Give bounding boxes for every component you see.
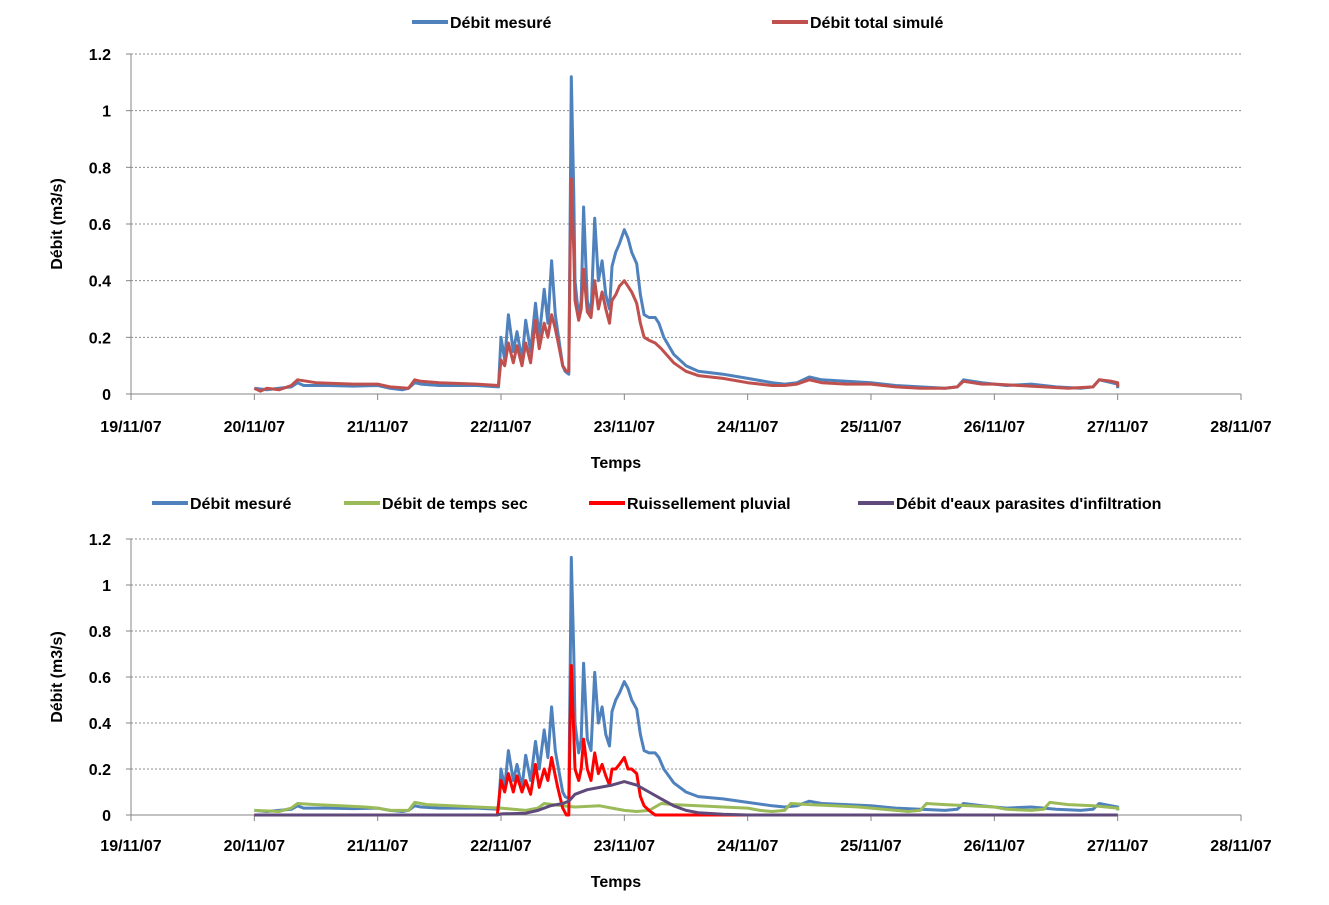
series-line-2: [254, 664, 1118, 817]
legend-label: Ruissellement pluvial: [627, 496, 791, 513]
y-tick-label: 0.4: [89, 274, 111, 291]
y-tick-label: 0.2: [89, 762, 111, 779]
x-tick-label: 28/11/07: [1210, 419, 1272, 436]
chart-bottom: 0 0.2 0.4 0.6 0.8 1 1.2 19/11/07 20/11/07 21/11/0…: [49, 496, 1272, 891]
y-axis-title: Débit (m3/s): [49, 631, 66, 723]
y-axis-title: Débit (m3/s): [49, 178, 66, 270]
y-tick-label: 1: [102, 578, 111, 595]
y-tick-label: 0.6: [89, 217, 111, 234]
y-tick-label: 0.8: [89, 624, 111, 641]
x-tick-label: 22/11/07: [470, 419, 532, 436]
legend-label: Débit d'eaux parasites d'infiltration: [896, 496, 1161, 513]
x-tick-label: 26/11/07: [964, 838, 1026, 855]
y-tick-label: 1.2: [89, 47, 111, 64]
series-line-0: [254, 75, 1120, 392]
x-tick-label: 22/11/07: [470, 838, 532, 855]
x-tick-label: 23/11/07: [594, 419, 656, 436]
y-tick-label: 0.6: [89, 670, 111, 687]
x-axis-title: Temps: [591, 874, 641, 891]
x-tick-label: 25/11/07: [840, 419, 902, 436]
x-tick-label: 27/11/07: [1087, 419, 1149, 436]
x-tick-label: 24/11/07: [717, 419, 779, 436]
y-tick-label: 0: [102, 387, 111, 404]
x-tick-label: 26/11/07: [964, 419, 1026, 436]
series-line-3: [254, 780, 1118, 817]
x-tick-label: 23/11/07: [594, 838, 656, 855]
x-tick-label: 21/11/07: [347, 838, 409, 855]
x-tick-label: 19/11/07: [100, 838, 162, 855]
x-tick-label: 28/11/07: [1210, 838, 1272, 855]
chart-top: 0 0.2 0.4 0.6 0.8 1 1.2 19/11/07 20/11/07 21/11/0…: [49, 15, 1272, 472]
legend-label: Débit total simulé: [810, 15, 943, 32]
y-tick-label: 1: [102, 104, 111, 121]
x-tick-label: 20/11/07: [224, 838, 286, 855]
legend-label: Débit mesuré: [450, 15, 551, 32]
y-tick-label: 0: [102, 808, 111, 825]
x-tick-label: 25/11/07: [840, 838, 902, 855]
y-tick-label: 0.4: [89, 716, 111, 733]
x-axis-title: Temps: [591, 455, 641, 472]
y-tick-label: 0.2: [89, 330, 111, 347]
legend-label: Débit de temps sec: [382, 496, 528, 513]
y-tick-label: 0.8: [89, 160, 111, 177]
x-tick-label: 20/11/07: [224, 419, 286, 436]
x-tick-label: 21/11/07: [347, 419, 409, 436]
legend-label: Débit mesuré: [190, 496, 291, 513]
x-tick-label: 24/11/07: [717, 838, 779, 855]
series-line-1: [253, 177, 1120, 393]
series-line-0: [254, 555, 1120, 813]
y-tick-label: 1.2: [89, 532, 111, 549]
x-tick-label: 27/11/07: [1087, 838, 1149, 855]
x-tick-label: 19/11/07: [100, 419, 162, 436]
